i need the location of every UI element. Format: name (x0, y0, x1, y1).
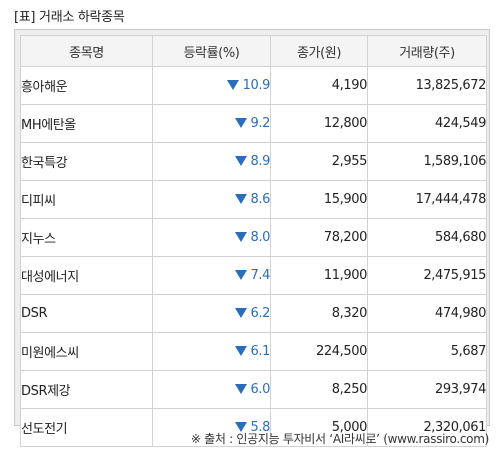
rate-cell: 6.1 (152, 332, 271, 371)
close-price: 8,250 (270, 370, 368, 409)
table-row: 대성에너지 7.4 11,900 2,475,915 (20, 256, 487, 295)
close-price: 12,800 (270, 104, 368, 143)
volume: 584,680 (367, 218, 487, 257)
rate-cell: 9.2 (152, 104, 271, 143)
volume: 424,549 (367, 104, 487, 143)
down-triangle-icon (234, 346, 247, 356)
table-row: 선도전기 5.8 5,000 2,320,061 (20, 408, 487, 447)
volume: 293,974 (367, 370, 487, 409)
table-row: DSR제강 6.0 8,250 293,974 (20, 370, 487, 409)
header-rate: 등락률(%) (152, 35, 271, 67)
down-triangle-icon (234, 194, 247, 204)
close-price: 5,000 (270, 408, 368, 447)
close-price: 78,200 (270, 218, 368, 257)
header-name: 종목명 (20, 35, 153, 67)
table-row: MH에탄올 9.2 12,800 424,549 (20, 104, 487, 143)
table-row: 디피씨 8.6 15,900 17,444,478 (20, 180, 487, 219)
close-price: 4,190 (270, 66, 368, 105)
stock-name: 디피씨 (20, 180, 153, 219)
rate-value: 9.2 (250, 116, 270, 131)
stock-name: MH에탄올 (20, 104, 153, 143)
down-triangle-icon (234, 118, 247, 128)
stock-name: 대성에너지 (20, 256, 153, 295)
rate-cell: 8.0 (152, 218, 271, 257)
volume: 5,687 (367, 332, 487, 371)
close-price: 11,900 (270, 256, 368, 295)
close-price: 2,955 (270, 142, 368, 181)
rate-cell: 6.2 (152, 294, 271, 333)
close-price: 8,320 (270, 294, 368, 333)
close-price: 15,900 (270, 180, 368, 219)
stock-name: 한국특강 (20, 142, 153, 181)
table-panel: 종목명 등락률(%) 종가(원) 거래량(주) 흥아해운 10.9 4,190 … (14, 29, 490, 447)
volume: 474,980 (367, 294, 487, 333)
volume: 1,589,106 (367, 142, 487, 181)
rate-value: 8.6 (250, 192, 270, 207)
table-row: DSR 6.2 8,320 474,980 (20, 294, 487, 333)
rate-value: 6.1 (250, 344, 270, 359)
close-price: 224,500 (270, 332, 368, 371)
down-triangle-icon (234, 422, 247, 432)
volume: 13,825,672 (367, 66, 487, 105)
source-note: ※ 출처 : 인공지능 투자비서 ‘AI라씨로’ (www.rassiro.co… (190, 432, 489, 446)
table-row: 흥아해운 10.9 4,190 13,825,672 (20, 66, 487, 105)
down-triangle-icon (234, 384, 247, 394)
rate-cell: 8.6 (152, 180, 271, 219)
down-triangle-icon (234, 270, 247, 280)
table-row: 미원에스씨 6.1 224,500 5,687 (20, 332, 487, 371)
rate-cell: 5.8 (152, 408, 271, 447)
down-triangle-icon (234, 156, 247, 166)
down-triangle-icon (234, 308, 247, 318)
falling-stocks-table: 종목명 등락률(%) 종가(원) 거래량(주) 흥아해운 10.9 4,190 … (20, 35, 487, 447)
rate-cell: 8.9 (152, 142, 271, 181)
page-title: [표] 거래소 하락종목 (14, 10, 125, 25)
rate-value: 5.8 (250, 420, 270, 435)
rate-value: 8.9 (250, 154, 270, 169)
rate-cell: 7.4 (152, 256, 271, 295)
down-triangle-icon (234, 232, 247, 242)
stock-name: DSR제강 (20, 370, 153, 409)
stock-name: 흥아해운 (20, 66, 153, 105)
down-triangle-icon (226, 80, 239, 90)
rate-value: 6.0 (250, 382, 270, 397)
volume: 2,475,915 (367, 256, 487, 295)
rate-cell: 6.0 (152, 370, 271, 409)
volume: 2,320,061 (367, 408, 487, 447)
rate-cell: 10.9 (152, 66, 271, 105)
rate-value: 8.0 (250, 230, 270, 245)
volume: 17,444,478 (367, 180, 487, 219)
table-row: 한국특강 8.9 2,955 1,589,106 (20, 142, 487, 181)
stock-name: 선도전기 (20, 408, 153, 447)
table-header-row: 종목명 등락률(%) 종가(원) 거래량(주) (20, 35, 487, 67)
rate-value: 7.4 (250, 268, 270, 283)
table-row: 지누스 8.0 78,200 584,680 (20, 218, 487, 257)
rate-value: 10.9 (242, 78, 270, 93)
stock-name: 미원에스씨 (20, 332, 153, 371)
stock-name: 지누스 (20, 218, 153, 257)
rate-value: 6.2 (250, 306, 270, 321)
header-price: 종가(원) (270, 35, 368, 67)
stock-name: DSR (20, 294, 153, 333)
header-volume: 거래량(주) (367, 35, 487, 67)
